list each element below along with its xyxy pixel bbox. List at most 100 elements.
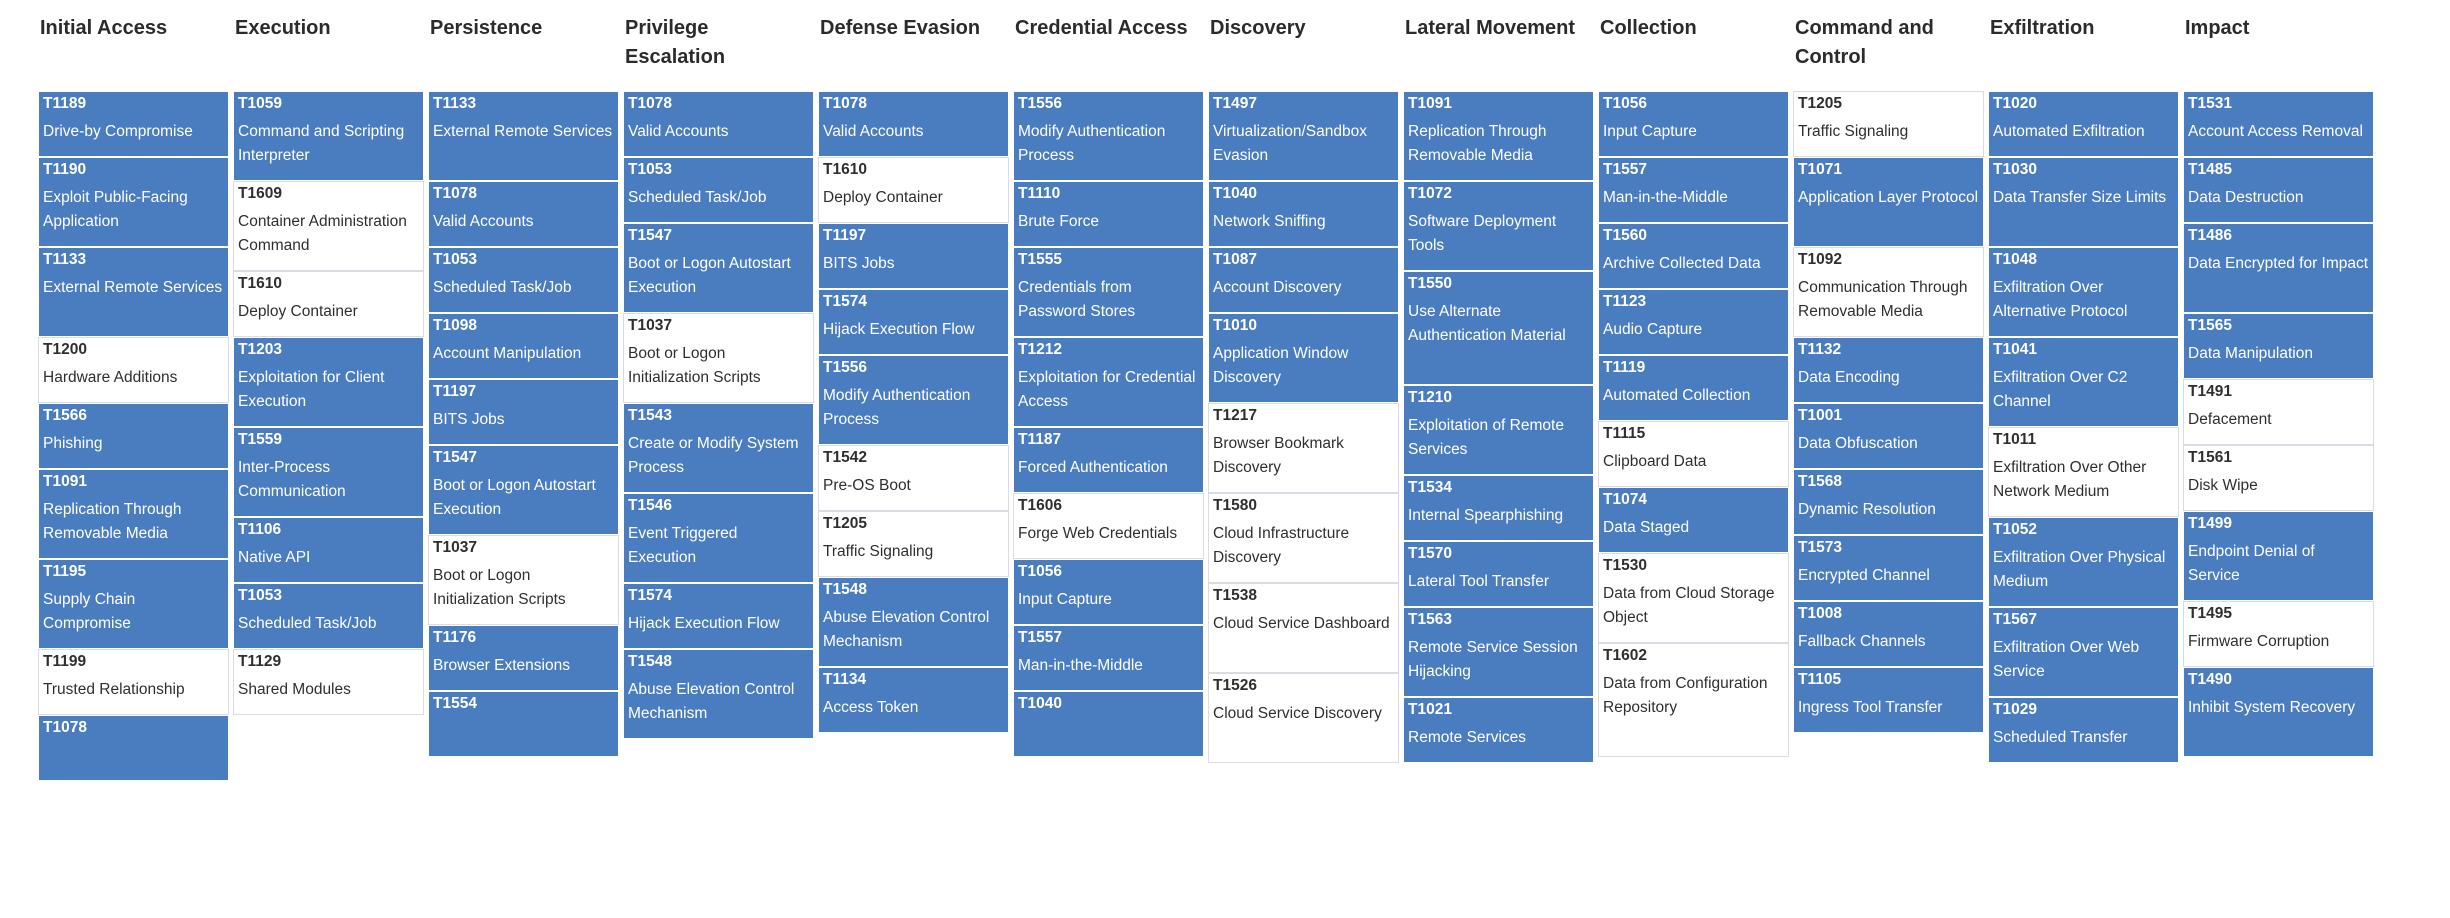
technique-cell[interactable]: T1554 — [428, 691, 619, 757]
technique-cell[interactable]: T1040 — [1013, 691, 1204, 757]
technique-cell[interactable]: T1566 Phishing — [38, 403, 229, 469]
technique-cell[interactable]: T1091 Replication Through Removable Media — [38, 469, 229, 559]
technique-cell[interactable]: T1561 Disk Wipe — [2183, 445, 2374, 511]
technique-cell[interactable]: T1195 Supply Chain Compromise — [38, 559, 229, 649]
technique-cell[interactable]: T1574 Hijack Execution Flow — [623, 583, 814, 649]
technique-cell[interactable]: T1105 Ingress Tool Transfer — [1793, 667, 1984, 733]
technique-cell[interactable]: T1609 Container Administration Command — [233, 181, 424, 271]
technique-cell[interactable]: T1037 Boot or Logon Initialization Script… — [428, 535, 619, 625]
technique-cell[interactable]: T1563 Remote Service Session Hijacking — [1403, 607, 1594, 697]
technique-cell[interactable]: T1008 Fallback Channels — [1793, 601, 1984, 667]
technique-cell[interactable]: T1560 Archive Collected Data — [1598, 223, 1789, 289]
technique-cell[interactable]: T1052 Exfiltration Over Physical Medium — [1988, 517, 2179, 607]
technique-cell[interactable]: T1134 Access Token — [818, 667, 1009, 733]
technique-cell[interactable]: T1030 Data Transfer Size Limits — [1988, 157, 2179, 247]
technique-cell[interactable]: T1091 Replication Through Removable Media — [1403, 91, 1594, 181]
technique-cell[interactable]: T1602 Data from Configuration Repository — [1598, 643, 1789, 757]
technique-cell[interactable]: T1123 Audio Capture — [1598, 289, 1789, 355]
technique-cell[interactable]: T1203 Exploitation for Client Execution — [233, 337, 424, 427]
technique-cell[interactable]: T1133 External Remote Services — [428, 91, 619, 181]
technique-cell[interactable]: T1199 Trusted Relationship — [38, 649, 229, 715]
technique-cell[interactable]: T1531 Account Access Removal — [2183, 91, 2374, 157]
technique-cell[interactable]: T1037 Boot or Logon Initialization Script… — [623, 313, 814, 403]
technique-cell[interactable]: T1497 Virtualization/Sandbox Evasion — [1208, 91, 1399, 181]
technique-cell[interactable]: T1071 Application Layer Protocol — [1793, 157, 1984, 247]
technique-cell[interactable]: T1190 Exploit Public-Facing Application — [38, 157, 229, 247]
technique-cell[interactable]: T1547 Boot or Logon Autostart Execution — [428, 445, 619, 535]
technique-cell[interactable]: T1011 Exfiltration Over Other Network Med… — [1988, 427, 2179, 517]
technique-cell[interactable]: T1001 Data Obfuscation — [1793, 403, 1984, 469]
technique-cell[interactable]: T1053 Scheduled Task/Job — [428, 247, 619, 313]
technique-cell[interactable]: T1606 Forge Web Credentials — [1013, 493, 1204, 559]
technique-cell[interactable]: T1205 Traffic Signaling — [1793, 91, 1984, 157]
technique-cell[interactable]: T1546 Event Triggered Execution — [623, 493, 814, 583]
technique-cell[interactable]: T1210 Exploitation of Remote Services — [1403, 385, 1594, 475]
technique-cell[interactable]: T1021 Remote Services — [1403, 697, 1594, 763]
technique-cell[interactable]: T1491 Defacement — [2183, 379, 2374, 445]
technique-cell[interactable]: T1580 Cloud Infrastructure Discovery — [1208, 493, 1399, 583]
technique-cell[interactable]: T1041 Exfiltration Over C2 Channel — [1988, 337, 2179, 427]
technique-cell[interactable]: T1538 Cloud Service Dashboard — [1208, 583, 1399, 673]
technique-cell[interactable]: T1574 Hijack Execution Flow — [818, 289, 1009, 355]
technique-cell[interactable]: T1087 Account Discovery — [1208, 247, 1399, 313]
technique-cell[interactable]: T1556 Modify Authentication Process — [818, 355, 1009, 445]
technique-cell[interactable]: T1610 Deploy Container — [233, 271, 424, 337]
technique-cell[interactable]: T1557 Man-in-the-Middle — [1013, 625, 1204, 691]
technique-cell[interactable]: T1548 Abuse Elevation Control Mechanism — [623, 649, 814, 739]
technique-cell[interactable]: T1197 BITS Jobs — [428, 379, 619, 445]
technique-cell[interactable]: T1565 Data Manipulation — [2183, 313, 2374, 379]
technique-cell[interactable]: T1110 Brute Force — [1013, 181, 1204, 247]
technique-cell[interactable]: T1119 Automated Collection — [1598, 355, 1789, 421]
technique-cell[interactable]: T1078 — [38, 715, 229, 781]
technique-cell[interactable]: T1526 Cloud Service Discovery — [1208, 673, 1399, 763]
technique-cell[interactable]: T1059 Command and Scripting Interpreter — [233, 91, 424, 181]
technique-cell[interactable]: T1555 Credentials from Password Stores — [1013, 247, 1204, 337]
technique-cell[interactable]: T1550 Use Alternate Authentication Materi… — [1403, 271, 1594, 385]
technique-cell[interactable]: T1197 BITS Jobs — [818, 223, 1009, 289]
technique-cell[interactable]: T1217 Browser Bookmark Discovery — [1208, 403, 1399, 493]
technique-cell[interactable]: T1530 Data from Cloud Storage Object — [1598, 553, 1789, 643]
technique-cell[interactable]: T1040 Network Sniffing — [1208, 181, 1399, 247]
technique-cell[interactable]: T1072 Software Deployment Tools — [1403, 181, 1594, 271]
technique-cell[interactable]: T1056 Input Capture — [1598, 91, 1789, 157]
technique-cell[interactable]: T1499 Endpoint Denial of Service — [2183, 511, 2374, 601]
technique-cell[interactable]: T1200 Hardware Additions — [38, 337, 229, 403]
technique-cell[interactable]: T1610 Deploy Container — [818, 157, 1009, 223]
technique-cell[interactable]: T1534 Internal Spearphishing — [1403, 475, 1594, 541]
technique-cell[interactable]: T1212 Exploitation for Credential Access — [1013, 337, 1204, 427]
technique-cell[interactable]: T1570 Lateral Tool Transfer — [1403, 541, 1594, 607]
technique-cell[interactable]: T1176 Browser Extensions — [428, 625, 619, 691]
technique-cell[interactable]: T1115 Clipboard Data — [1598, 421, 1789, 487]
technique-cell[interactable]: T1486 Data Encrypted for Impact — [2183, 223, 2374, 313]
technique-cell[interactable]: T1495 Firmware Corruption — [2183, 601, 2374, 667]
technique-cell[interactable]: T1547 Boot or Logon Autostart Execution — [623, 223, 814, 313]
technique-cell[interactable]: T1098 Account Manipulation — [428, 313, 619, 379]
technique-cell[interactable]: T1020 Automated Exfiltration — [1988, 91, 2179, 157]
technique-cell[interactable]: T1543 Create or Modify System Process — [623, 403, 814, 493]
technique-cell[interactable]: T1490 Inhibit System Recovery — [2183, 667, 2374, 757]
technique-cell[interactable]: T1559 Inter-Process Communication — [233, 427, 424, 517]
technique-cell[interactable]: T1010 Application Window Discovery — [1208, 313, 1399, 403]
technique-cell[interactable]: T1568 Dynamic Resolution — [1793, 469, 1984, 535]
technique-cell[interactable]: T1048 Exfiltration Over Alternative Proto… — [1988, 247, 2179, 337]
technique-cell[interactable]: T1129 Shared Modules — [233, 649, 424, 715]
technique-cell[interactable]: T1189 Drive-by Compromise — [38, 91, 229, 157]
technique-cell[interactable]: T1078 Valid Accounts — [428, 181, 619, 247]
technique-cell[interactable]: T1556 Modify Authentication Process — [1013, 91, 1204, 181]
technique-cell[interactable]: T1567 Exfiltration Over Web Service — [1988, 607, 2179, 697]
technique-cell[interactable]: T1092 Communication Through Removable Med… — [1793, 247, 1984, 337]
technique-cell[interactable]: T1106 Native API — [233, 517, 424, 583]
technique-cell[interactable]: T1053 Scheduled Task/Job — [233, 583, 424, 649]
technique-cell[interactable]: T1548 Abuse Elevation Control Mechanism — [818, 577, 1009, 667]
technique-cell[interactable]: T1205 Traffic Signaling — [818, 511, 1009, 577]
technique-cell[interactable]: T1053 Scheduled Task/Job — [623, 157, 814, 223]
technique-cell[interactable]: T1557 Man-in-the-Middle — [1598, 157, 1789, 223]
technique-cell[interactable]: T1573 Encrypted Channel — [1793, 535, 1984, 601]
technique-cell[interactable]: T1029 Scheduled Transfer — [1988, 697, 2179, 763]
technique-cell[interactable]: T1485 Data Destruction — [2183, 157, 2374, 223]
technique-cell[interactable]: T1074 Data Staged — [1598, 487, 1789, 553]
technique-cell[interactable]: T1078 Valid Accounts — [818, 91, 1009, 157]
technique-cell[interactable]: T1542 Pre-OS Boot — [818, 445, 1009, 511]
technique-cell[interactable]: T1056 Input Capture — [1013, 559, 1204, 625]
technique-cell[interactable]: T1187 Forced Authentication — [1013, 427, 1204, 493]
